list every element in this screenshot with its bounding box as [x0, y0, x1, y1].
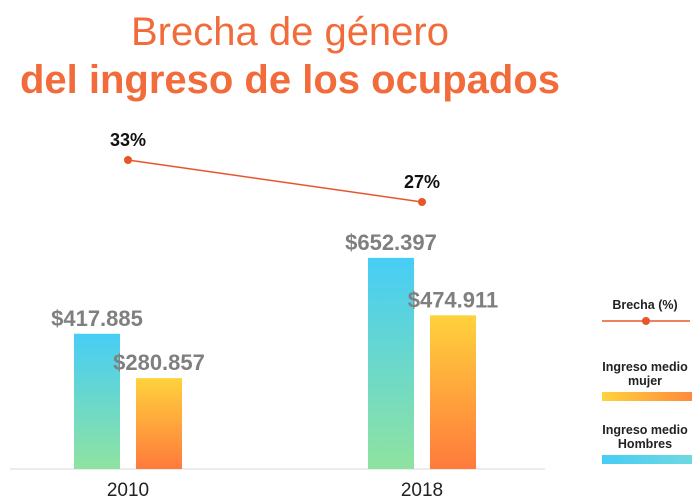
bar-mujer-2010	[136, 378, 182, 469]
brecha-line	[127, 159, 423, 203]
legend-item-hombres: Ingreso medio Hombres	[590, 423, 700, 464]
data-label-hombres-2018: $652.397	[345, 230, 437, 255]
legend-label-brecha: Brecha (%)	[612, 298, 678, 312]
brecha-point-2018	[418, 198, 426, 206]
legend-item-brecha: Brecha (%)	[590, 298, 700, 328]
legend-line-marker	[602, 317, 690, 325]
x-tick-label-2010: 2010	[107, 480, 149, 499]
legend-swatch-hombres	[602, 455, 692, 464]
bar-mujer-2018	[430, 315, 476, 469]
data-label-hombres-2010: $417.885	[51, 306, 143, 331]
legend-swatch-mujer	[602, 392, 692, 401]
data-label-mujer-2018: $474.911	[408, 287, 499, 312]
chart-title-line1: Brecha de género	[130, 10, 449, 54]
brecha-label-2010: 33%	[110, 130, 146, 150]
brecha-point-2010	[124, 156, 132, 164]
chart-title-line2: del ingreso de los ocupados	[19, 58, 561, 102]
bar-hombres-2018	[368, 257, 414, 469]
legend-item-mujer: Ingreso medio mujer	[590, 360, 700, 401]
bar-hombres-2010	[74, 333, 120, 469]
brecha-label-2018: 27%	[404, 172, 440, 192]
legend-label-hombres: Ingreso medio Hombres	[602, 423, 688, 451]
legend-label-mujer: Ingreso medio mujer	[602, 360, 688, 388]
x-tick-label-2018: 2018	[401, 480, 443, 499]
data-label-mujer-2010: $280.857	[113, 350, 205, 375]
